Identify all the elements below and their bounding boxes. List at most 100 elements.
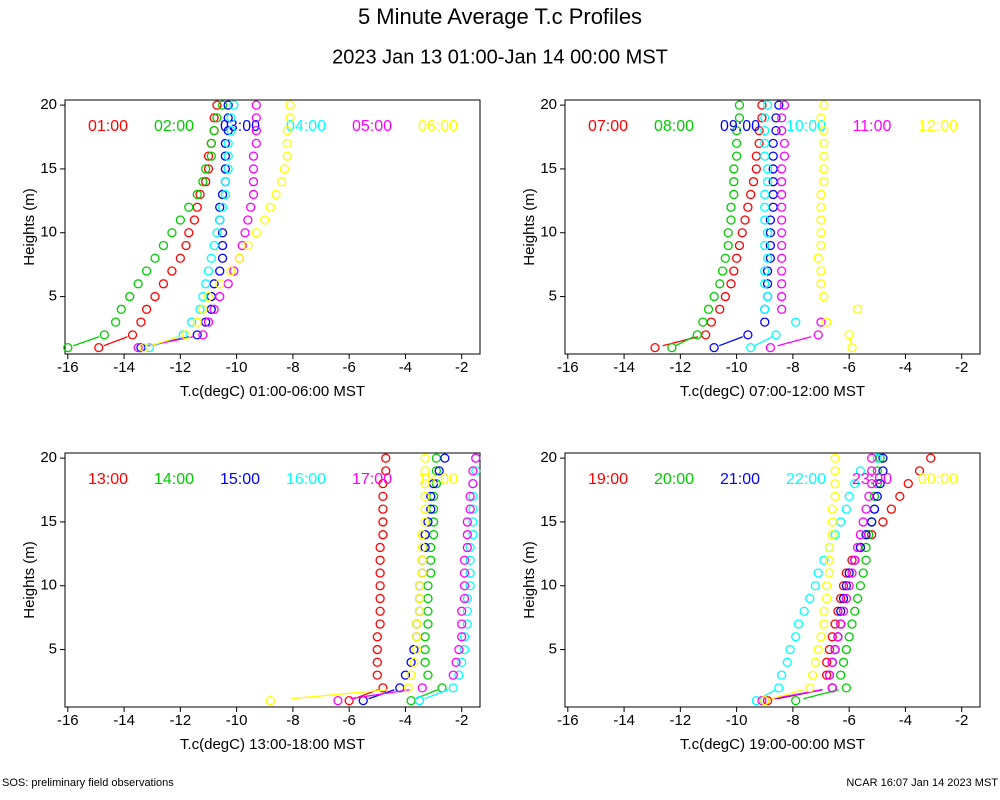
point: [285, 113, 295, 123]
point: [459, 581, 470, 591]
x-tick-label: -14: [613, 359, 635, 376]
point: [223, 113, 233, 123]
point: [181, 240, 191, 251]
point: [838, 606, 849, 616]
plot-frame: [564, 99, 981, 355]
point: [824, 555, 835, 565]
series: [813, 100, 863, 353]
x-tick-label: -8: [286, 712, 299, 729]
point: [855, 581, 866, 591]
legend-label: 16:00: [286, 471, 326, 488]
x-tick-label: -10: [726, 359, 748, 376]
point: [869, 504, 880, 514]
point: [420, 478, 430, 489]
point: [776, 304, 787, 314]
point: [760, 317, 770, 327]
point: [226, 266, 236, 276]
series: [667, 100, 745, 353]
point: [420, 530, 430, 540]
point: [414, 606, 425, 616]
y-tick-label: 5: [549, 288, 557, 305]
point: [824, 542, 835, 553]
point: [844, 491, 854, 502]
point: [723, 240, 733, 251]
connector: [718, 336, 744, 347]
point: [762, 291, 773, 302]
point: [819, 151, 829, 161]
x-axis-label: T.c(degC) 07:00-12:00 MST: [680, 383, 865, 400]
point: [423, 670, 433, 680]
legend-label: 23:00: [852, 471, 892, 488]
x-tick-label: -12: [670, 712, 692, 729]
point: [776, 202, 787, 212]
x-tick-label: -2: [455, 712, 468, 729]
legend-label: 20:00: [654, 471, 694, 488]
x-tick-label: -10: [726, 712, 748, 729]
point: [420, 632, 430, 642]
point: [372, 657, 382, 667]
point: [867, 517, 877, 527]
point: [779, 138, 790, 149]
x-tick-label: -8: [786, 712, 799, 729]
point: [852, 593, 863, 604]
point: [420, 542, 430, 553]
point: [260, 215, 270, 225]
point: [468, 517, 478, 527]
x-axis-label: T.c(degC) 19:00-00:00 MST: [680, 736, 865, 753]
legend-label: 08:00: [654, 118, 694, 135]
point: [209, 125, 219, 136]
point: [830, 491, 840, 502]
point: [423, 606, 433, 616]
point: [785, 644, 795, 655]
point: [203, 317, 214, 327]
point: [819, 555, 829, 565]
point: [217, 228, 228, 238]
series: [133, 100, 261, 353]
y-tick-label: 20: [540, 96, 557, 113]
point: [167, 228, 177, 238]
legend-label: 14:00: [154, 471, 194, 488]
point: [847, 568, 857, 578]
point: [192, 189, 202, 200]
point: [805, 683, 815, 693]
point: [776, 189, 787, 200]
point: [746, 342, 756, 353]
point: [819, 619, 829, 629]
y-tick-label: 10: [540, 577, 557, 594]
point: [198, 330, 208, 340]
point: [251, 138, 261, 149]
point: [914, 466, 925, 476]
point: [198, 304, 208, 314]
y-axis-label: Heights (m): [21, 188, 38, 266]
point: [141, 266, 152, 276]
point: [454, 670, 464, 680]
point: [223, 100, 233, 110]
point: [776, 291, 787, 302]
point: [746, 189, 756, 200]
point: [827, 632, 837, 642]
point: [776, 228, 787, 238]
series: [414, 453, 481, 706]
point: [378, 504, 388, 514]
point: [414, 593, 425, 604]
point: [852, 304, 863, 314]
point: [220, 177, 231, 187]
point: [731, 138, 742, 149]
legend-label: 22:00: [786, 471, 826, 488]
point: [847, 342, 857, 353]
point: [731, 253, 742, 263]
point: [457, 606, 467, 616]
point: [827, 657, 837, 667]
point: [448, 670, 458, 680]
point: [454, 644, 464, 655]
point: [468, 530, 478, 540]
point: [468, 491, 478, 502]
point: [428, 530, 439, 540]
point: [212, 113, 222, 123]
point: [175, 215, 186, 225]
point: [248, 189, 259, 200]
x-tick-label: -6: [842, 359, 855, 376]
point: [248, 164, 259, 174]
point: [462, 606, 472, 616]
